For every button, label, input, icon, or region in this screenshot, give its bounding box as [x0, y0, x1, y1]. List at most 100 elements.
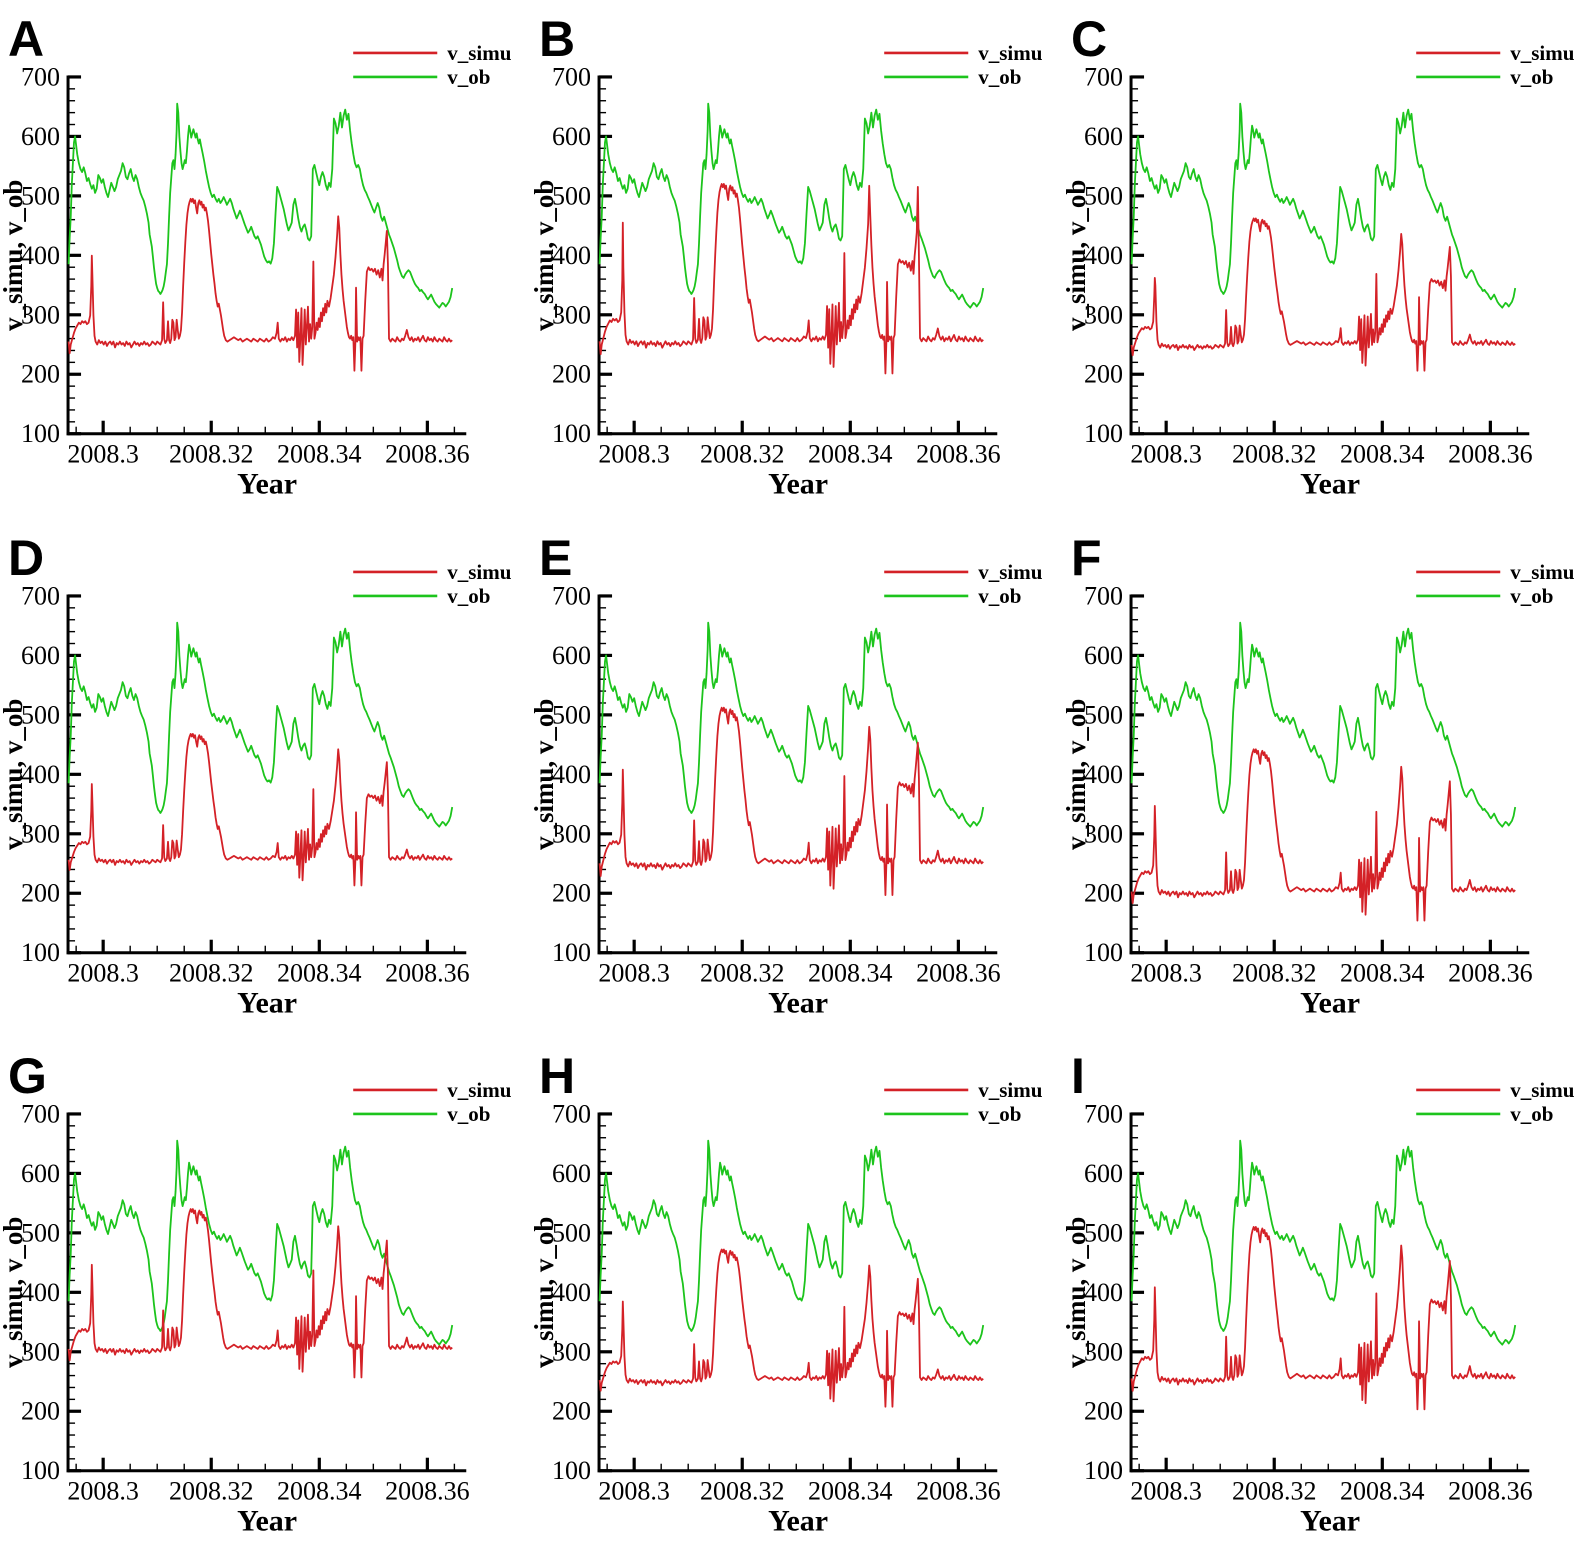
legend-label-v-simu: v_simu [979, 1078, 1044, 1102]
y-tick-label: 700 [21, 581, 60, 610]
x-tick-label: 2008.34 [1340, 958, 1425, 987]
y-tick-label: 100 [21, 419, 60, 448]
x-tick-label: 2008.3 [1130, 1477, 1202, 1506]
x-tick-label: 2008.34 [277, 1477, 362, 1506]
y-tick-label: 300 [552, 300, 591, 329]
x-tick-label: 2008.32 [169, 1477, 254, 1506]
x-tick-label: 2008.34 [1340, 440, 1425, 469]
v-ob-line [1130, 1140, 1516, 1346]
x-tick-label: 2008.34 [1340, 1477, 1425, 1506]
x-tick-label: 2008.3 [599, 440, 671, 469]
v-ob-line [1130, 102, 1516, 309]
y-tick-label: 500 [21, 700, 60, 729]
y-tick-label: 600 [1084, 641, 1123, 670]
x-tick-label: 2008.32 [700, 440, 785, 469]
y-tick-label: 100 [1084, 419, 1123, 448]
x-tick-label: 2008.3 [1130, 440, 1202, 469]
y-tick-label: 200 [21, 1397, 60, 1426]
y-tick-label: 300 [552, 1338, 591, 1367]
x-tick-label: 2008.36 [916, 1477, 1001, 1506]
y-tick-label: 500 [1084, 1219, 1123, 1248]
panel-label: G [8, 1048, 47, 1104]
x-tick-label: 2008.32 [700, 958, 785, 987]
y-tick-label: 400 [552, 241, 591, 270]
x-axis-title: Year [768, 986, 828, 1019]
v-ob-line [67, 1140, 454, 1346]
y-tick-label: 500 [552, 181, 591, 210]
v-simu-line [599, 1248, 985, 1408]
v-simu-line [67, 732, 453, 887]
y-tick-label: 600 [21, 641, 60, 670]
y-tick-label: 100 [1084, 938, 1123, 967]
x-tick-label: 2008.3 [599, 958, 671, 987]
y-tick-label: 400 [21, 759, 60, 788]
panel-label: I [1071, 1048, 1085, 1104]
legend-label-v-simu: v_simu [979, 41, 1044, 65]
legend-label-v-ob: v_ob [1510, 65, 1553, 89]
v-simu-line [1130, 748, 1516, 922]
v-simu-line [599, 183, 985, 375]
y-tick-label: 700 [1084, 581, 1123, 610]
y-tick-label: 100 [552, 419, 591, 448]
y-axis-title: v_simu, v_ob [0, 698, 28, 849]
y-tick-label: 300 [21, 819, 60, 848]
y-tick-label: 700 [21, 1100, 60, 1129]
legend-label-v-ob: v_ob [447, 584, 490, 608]
x-tick-label: 2008.36 [1448, 1477, 1533, 1506]
y-tick-label: 100 [552, 1457, 591, 1486]
legend-label-v-simu: v_simu [1510, 41, 1575, 65]
y-tick-label: 700 [552, 62, 591, 91]
x-tick-label: 2008.36 [1448, 440, 1533, 469]
y-tick-label: 200 [21, 360, 60, 389]
x-tick-label: 2008.32 [1232, 440, 1317, 469]
x-axis-title: Year [237, 468, 297, 501]
v-simu-line [1130, 1226, 1516, 1411]
x-tick-label: 2008.36 [916, 958, 1001, 987]
x-tick-label: 2008.32 [169, 440, 254, 469]
y-tick-label: 600 [1084, 1159, 1123, 1188]
legend-label-v-ob: v_ob [447, 1102, 490, 1126]
v-ob-line [1130, 621, 1516, 828]
x-tick-label: 2008.36 [385, 958, 470, 987]
v-ob-line [67, 102, 454, 309]
y-axis-title: v_simu, v_ob [1063, 1217, 1091, 1368]
panel-label: C [1071, 11, 1107, 67]
y-tick-label: 500 [552, 1219, 591, 1248]
y-axis-title: v_simu, v_ob [1063, 698, 1091, 849]
x-tick-label: 2008.34 [808, 1477, 893, 1506]
x-tick-label: 2008.36 [385, 440, 470, 469]
y-axis-title: v_simu, v_ob [0, 180, 28, 331]
x-tick-label: 2008.34 [277, 440, 362, 469]
y-tick-label: 200 [21, 878, 60, 907]
x-tick-label: 2008.3 [67, 440, 139, 469]
legend-label-v-ob: v_ob [979, 1102, 1022, 1126]
x-axis-title: Year [1300, 1505, 1360, 1538]
y-tick-label: 600 [552, 122, 591, 151]
x-tick-label: 2008.34 [277, 958, 362, 987]
y-tick-label: 300 [21, 1338, 60, 1367]
y-axis-title: v_simu, v_ob [531, 180, 559, 331]
y-tick-label: 200 [1084, 360, 1123, 389]
y-tick-label: 500 [1084, 700, 1123, 729]
y-tick-label: 300 [1084, 819, 1123, 848]
x-axis-title: Year [768, 468, 828, 501]
legend-label-v-simu: v_simu [447, 41, 512, 65]
y-tick-label: 200 [552, 1397, 591, 1426]
legend-label-v-ob: v_ob [979, 65, 1022, 89]
legend-label-v-simu: v_simu [447, 1078, 512, 1102]
y-tick-label: 500 [21, 181, 60, 210]
y-tick-label: 600 [552, 641, 591, 670]
